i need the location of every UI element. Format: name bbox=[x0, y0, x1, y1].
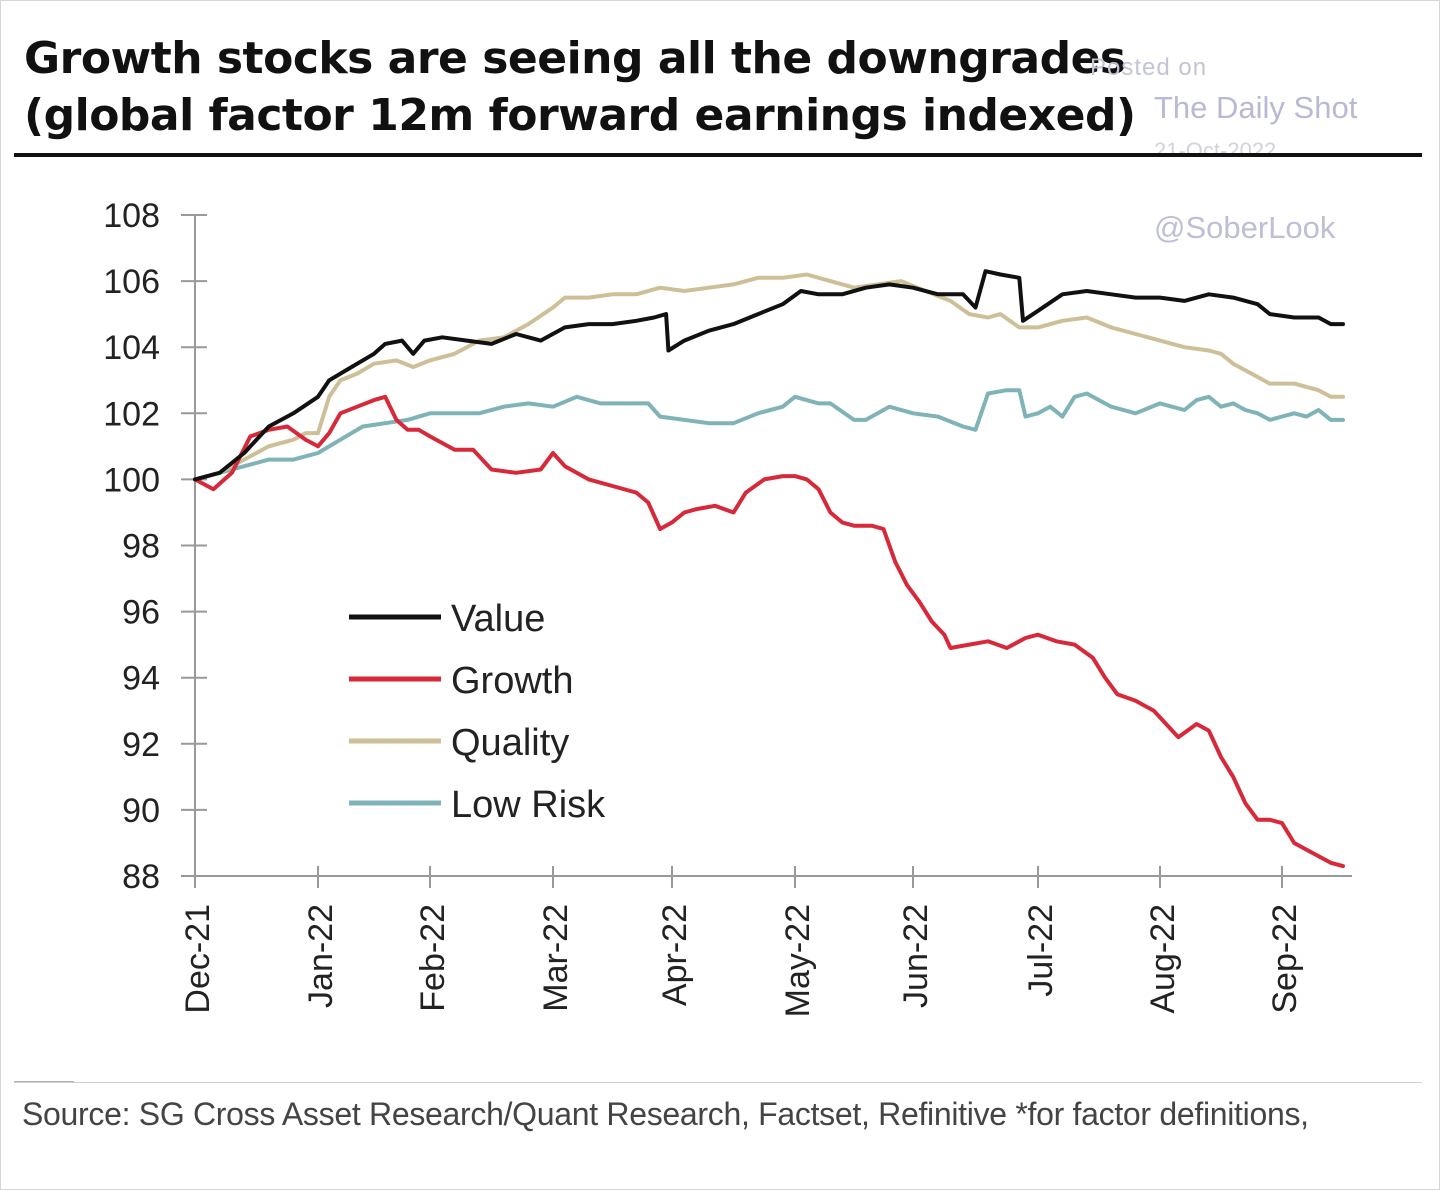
date-watermark: 21-Oct-2022 bbox=[1154, 138, 1277, 154]
y-tick-label: 106 bbox=[103, 263, 160, 301]
y-tick-label: 102 bbox=[103, 395, 160, 433]
legend-label-quality: Quality bbox=[451, 722, 569, 764]
publisher-watermark: The Daily Shot bbox=[1154, 90, 1358, 125]
y-tick-label: 98 bbox=[122, 528, 160, 566]
chart-title: Growth stocks are seeing all the downgra… bbox=[24, 30, 1136, 144]
series-line-growth bbox=[193, 394, 1345, 869]
series-line-quality bbox=[193, 272, 1345, 482]
x-tick-label: Feb-22 bbox=[414, 904, 452, 1012]
x-tick-label: Jun-22 bbox=[897, 904, 935, 1008]
x-tick-label: Jan-22 bbox=[302, 904, 340, 1008]
series-line-low-risk bbox=[193, 388, 1345, 482]
chart-legend: Value Growth Quality Low Risk bbox=[349, 598, 606, 826]
legend-label-low-risk: Low Risk bbox=[451, 784, 606, 826]
x-tick-label: Mar-22 bbox=[537, 904, 575, 1012]
y-tick-label: 108 bbox=[103, 197, 160, 235]
y-tick-label: 94 bbox=[122, 660, 160, 698]
source-rule bbox=[14, 1082, 1422, 1083]
y-tick-label: 92 bbox=[122, 726, 160, 764]
chart-axes: 108 106 104 102 100 98 96 94 92 90 88 Dec-21 Jan-22 F… bbox=[103, 197, 1352, 1017]
handle-watermark: @SoberLook bbox=[1154, 210, 1336, 245]
title-rule bbox=[14, 153, 1422, 157]
chart-title-line-2: (global factor 12m forward earnings inde… bbox=[24, 90, 1136, 141]
x-tick-label: Aug-22 bbox=[1144, 904, 1182, 1014]
y-tick-label: 100 bbox=[103, 461, 160, 499]
legend-label-growth: Growth bbox=[451, 660, 573, 702]
chart-series-layer bbox=[193, 269, 1345, 869]
x-tick-label: May-22 bbox=[779, 904, 817, 1017]
chart-title-line-1: Growth stocks are seeing all the downgra… bbox=[24, 33, 1126, 84]
source-note: Source: SG Cross Asset Research/Quant Re… bbox=[22, 1096, 1309, 1132]
x-tick-label: Jul-22 bbox=[1022, 904, 1060, 997]
y-tick-label: 104 bbox=[103, 329, 160, 367]
x-tick-label: Apr-22 bbox=[656, 904, 694, 1006]
y-tick-label: 90 bbox=[122, 792, 160, 830]
y-tick-label: 96 bbox=[122, 594, 160, 632]
legend-label-value: Value bbox=[451, 598, 545, 640]
y-tick-label: 88 bbox=[122, 858, 160, 896]
series-line-value bbox=[193, 269, 1345, 482]
posted-on-watermark: Posted on bbox=[1090, 54, 1208, 81]
x-tick-label: Dec-21 bbox=[179, 904, 217, 1014]
x-tick-label: Sep-22 bbox=[1266, 904, 1304, 1014]
